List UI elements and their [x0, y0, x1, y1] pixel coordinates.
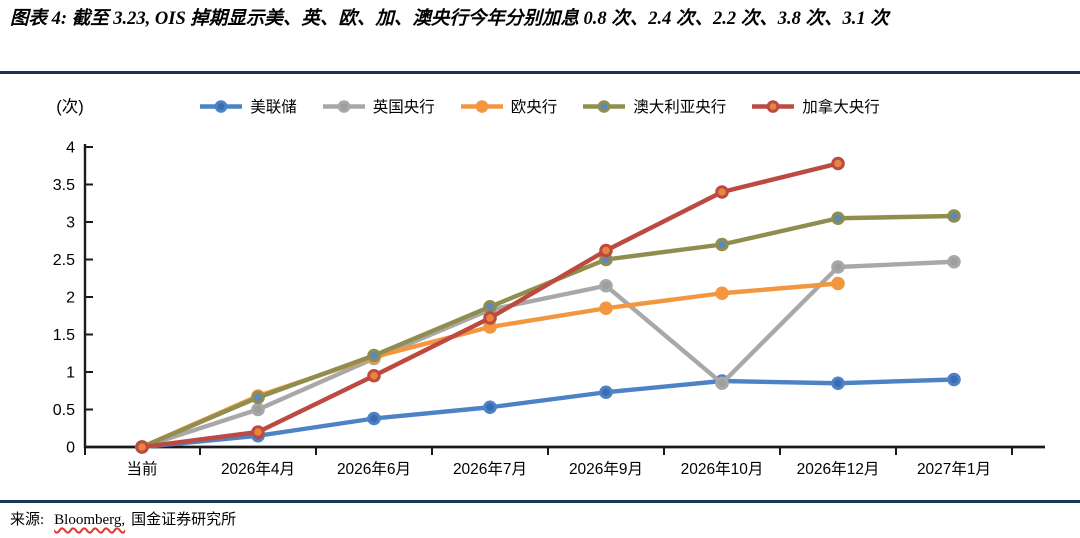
data-point-boc	[135, 440, 149, 454]
legend-item-boc: 加拿大央行	[752, 95, 880, 117]
data-point-fed	[367, 411, 381, 426]
x-category-label: 2026年6月	[337, 460, 411, 478]
x-category-label: 2026年12月	[797, 460, 880, 478]
legend-marker-icon-rba	[583, 99, 626, 113]
legend-label-ecb: 欧央行	[510, 99, 558, 116]
legend-label-rba: 澳大利亚央行	[633, 99, 727, 116]
source-institute: 国金证券研究所	[131, 512, 237, 528]
y-tick-label: 4	[66, 140, 75, 157]
data-point-fed	[483, 400, 497, 415]
chart-legend: 美联储 英国央行 欧央行 澳大利亚央行 加拿大央行	[0, 95, 1080, 117]
data-point-boc	[367, 368, 381, 383]
legend-label-fed: 美联储	[250, 99, 297, 116]
series-line-boe	[139, 259, 957, 450]
source-label: 来源:	[10, 512, 45, 528]
data-point-ecb	[831, 276, 845, 291]
chart-area: 0 0.5 1 1.5 2 2.5 3 3.5 4 当前 2026年4月 2026年6月 2026年7月…	[0, 85, 1080, 497]
legend-marker-icon-boc	[752, 99, 795, 113]
footer-divider	[0, 500, 1080, 503]
data-point-rba	[947, 209, 961, 223]
y-tick-label: 3	[66, 215, 75, 232]
data-point-fed	[831, 376, 845, 391]
legend-item-boe: 英国央行	[322, 95, 435, 117]
data-point-boc	[715, 185, 729, 199]
data-point-boe	[831, 260, 845, 274]
data-point-ecb	[599, 301, 613, 316]
x-category-label: 2026年10月	[681, 460, 764, 478]
x-category-label: 当前	[126, 460, 157, 478]
data-point-boc	[483, 311, 497, 325]
data-point-fed	[947, 372, 961, 387]
data-point-rba	[251, 390, 265, 405]
y-tick-label: 2.5	[53, 252, 75, 269]
y-tick-label: 2	[66, 290, 75, 307]
y-tick-label: 0	[66, 440, 75, 457]
y-tick-label: 0.5	[53, 402, 75, 419]
data-point-boc	[831, 156, 845, 171]
legend-item-rba: 澳大利亚央行	[583, 95, 726, 117]
data-point-rba	[367, 348, 381, 363]
y-tick-label: 3.5	[53, 177, 75, 194]
data-point-boc	[251, 425, 265, 439]
x-category-label: 2026年9月	[569, 460, 643, 478]
data-point-boe	[947, 254, 961, 269]
legend-marker-icon-boe	[322, 99, 365, 113]
source-bloomberg: Bloomberg,	[54, 512, 126, 528]
data-point-boc	[599, 243, 613, 258]
data-point-rba	[483, 299, 497, 314]
data-point-rba	[831, 211, 845, 226]
data-point-fed	[599, 385, 613, 400]
legend-label-boc: 加拿大央行	[802, 99, 880, 116]
data-point-boe	[251, 402, 265, 417]
title-divider	[0, 71, 1080, 74]
legend-marker-icon-fed	[200, 99, 243, 113]
y-tick-label: 1.5	[53, 327, 75, 344]
x-category-label: 2026年7月	[453, 460, 527, 478]
ois-rate-hike-line-chart: 0 0.5 1 1.5 2 2.5 3 3.5 4 当前 2026年4月 2026年6月 2026年7月…	[53, 97, 1045, 478]
data-point-boe	[715, 376, 729, 391]
legend-label-boe: 英国央行	[372, 99, 435, 116]
figure-title: 图表 4: 截至 3.23, OIS 掉期显示美、英、欧、加、澳央行今年分别加息…	[10, 9, 889, 29]
series-line-fed	[139, 377, 957, 450]
legend-item-ecb: 欧央行	[460, 95, 558, 117]
legend-item-fed: 美联储	[200, 95, 297, 117]
x-category-label: 2027年1月	[917, 460, 991, 478]
source-note: 来源: Bloomberg, 国金证券研究所	[10, 508, 236, 529]
y-tick-label: 1	[66, 365, 75, 382]
data-point-ecb	[715, 286, 729, 301]
y-axis-unit-label: (次)	[56, 97, 84, 116]
x-category-label: 2026年4月	[221, 460, 295, 478]
data-point-boe	[599, 278, 613, 293]
data-point-rba	[715, 237, 729, 252]
legend-marker-icon-ecb	[460, 99, 503, 113]
